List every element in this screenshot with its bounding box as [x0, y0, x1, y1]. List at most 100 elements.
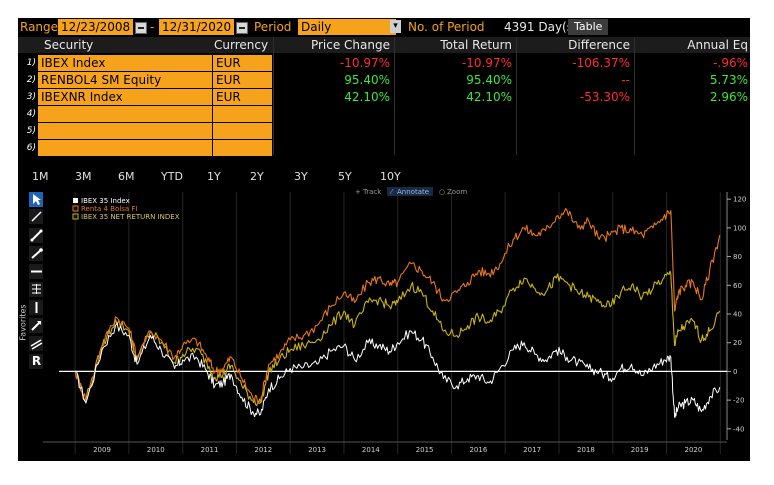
series-line-ibex-35-index [75, 322, 721, 418]
horizontal-line-icon[interactable] [29, 264, 44, 279]
x-tick-label: 2019 [631, 446, 649, 454]
annual-eq-value: 2.96% [709, 90, 748, 104]
chart-background [43, 186, 749, 459]
price-change-value: 42.10% [344, 90, 390, 104]
vertical-line-icon[interactable] [29, 300, 44, 315]
annotate-icon[interactable]: ⁄ [389, 188, 394, 196]
col-difference[interactable]: Difference [568, 38, 630, 52]
text-tool-icon[interactable]: R [29, 354, 44, 369]
annual-eq-value: -.96% [713, 56, 748, 70]
x-tick-label: 2014 [362, 446, 380, 454]
favorites-label[interactable]: Favorites [18, 304, 28, 341]
difference-value: -- [621, 73, 630, 87]
x-tick-label: 2011 [201, 446, 219, 454]
trendline-tool-icon[interactable] [29, 228, 44, 243]
security-field[interactable]: IBEXNR Index [38, 89, 212, 105]
total-return-value: -10.97% [461, 56, 512, 70]
x-tick-label: 2012 [254, 446, 272, 454]
period-10y-button[interactable]: 10Y [380, 170, 401, 183]
x-tick-label: 2016 [469, 446, 487, 454]
period-3m-button[interactable]: 3M [75, 170, 92, 183]
currency-field[interactable]: EUR [213, 89, 272, 105]
total-return-value: 95.40% [466, 73, 512, 87]
table-button[interactable]: Table [568, 19, 609, 35]
period-1m-button[interactable]: 1M [32, 170, 49, 183]
annotate-label[interactable]: Annotate [397, 188, 429, 196]
currency-field[interactable]: EUR [213, 55, 272, 71]
currency-field[interactable] [213, 140, 272, 156]
security-field[interactable]: IBEX Index [38, 55, 212, 71]
security-field[interactable] [38, 140, 212, 156]
col-currency[interactable]: Currency [214, 38, 269, 52]
x-tick-label: 2010 [147, 446, 165, 454]
currency-field[interactable] [213, 106, 272, 122]
track-label[interactable]: Track [362, 188, 382, 196]
performance-chart[interactable]: 2009 2010 2011 2012 2013 2014 2015 2016 2017 2018… [43, 186, 749, 459]
end-date-field[interactable]: 12/31/2020 [159, 19, 235, 35]
x-tick-label: 2018 [577, 446, 595, 454]
security-field[interactable] [38, 106, 212, 122]
y-tick-label: 120 [733, 196, 746, 204]
security-field[interactable] [38, 123, 212, 139]
total-return-value: 42.10% [466, 90, 512, 104]
channel-tool-icon[interactable] [29, 336, 44, 351]
security-field[interactable]: RENBOL4 SM Equity [38, 72, 212, 88]
col-divider [273, 37, 274, 155]
col-security[interactable]: Security [44, 38, 94, 52]
ray-tool-icon[interactable] [29, 246, 44, 261]
start-date-field[interactable]: 12/23/2008 [58, 19, 134, 35]
period-label: Period [254, 20, 292, 34]
price-change-value: -10.97% [339, 56, 390, 70]
period-dropdown-icon[interactable]: ▾ [390, 20, 401, 33]
x-tick-label: 2017 [523, 446, 541, 454]
col-divider [516, 37, 517, 155]
period-count-value: 4391 Day(s) [504, 20, 578, 34]
col-divider [394, 37, 395, 155]
period-6m-button[interactable]: 6M [118, 170, 135, 183]
difference-value: -53.30% [579, 90, 630, 104]
track-button[interactable]: + [355, 188, 361, 196]
zoom-label[interactable]: Zoom [447, 188, 467, 196]
chart-grid [43, 192, 728, 454]
period-2y-button[interactable]: 2Y [250, 170, 264, 183]
period-select[interactable]: Daily [298, 19, 396, 35]
pointer-tool-icon[interactable] [29, 192, 44, 207]
col-annual-eq[interactable]: Annual Eq [687, 38, 748, 52]
zoom-icon[interactable]: ○ [439, 188, 445, 196]
start-calendar-icon[interactable] [135, 22, 147, 34]
legend-ibexnr: IBEX 35 NET RETURN INDEX [81, 213, 180, 221]
x-tick-label: 2015 [416, 446, 434, 454]
series-line-renta-4-bolsa-fi [74, 208, 721, 405]
arrow-tool-icon[interactable] [29, 318, 44, 333]
period-3y-button[interactable]: 3Y [294, 170, 308, 183]
col-total-return[interactable]: Total Return [440, 38, 512, 52]
y-tick-label: -20 [733, 397, 744, 405]
y-tick-label: 100 [733, 224, 746, 232]
price-change-value: 95.40% [344, 73, 390, 87]
chart-legend: IBEX 35 Index Renta 4 Bolsa FI IBEX 35 N… [72, 197, 180, 221]
chart-series [74, 208, 721, 418]
chart-tools: + Track ⁄ Annotate ○ Zoom [355, 187, 467, 196]
y-tick-label: -40 [733, 425, 744, 433]
line-tool-icon[interactable] [29, 209, 44, 224]
row-number: 4) [26, 109, 36, 119]
y-tick-label: 0 [733, 368, 737, 376]
col-divider [634, 37, 635, 155]
period-5y-button[interactable]: 5Y [338, 170, 352, 183]
range-dash: - [150, 20, 155, 34]
legend-swatch-ibex [73, 198, 78, 203]
currency-field[interactable] [213, 123, 272, 139]
end-calendar-icon[interactable] [236, 22, 248, 34]
legend-swatch-renta4 [72, 205, 79, 212]
row-number: 1) [26, 58, 36, 68]
row-number: 2) [26, 75, 36, 85]
period-1y-button[interactable]: 1Y [207, 170, 221, 183]
col-price-change[interactable]: Price Change [310, 38, 390, 52]
period-ytd-button[interactable]: YTD [161, 170, 183, 183]
y-tick-label: 40 [733, 311, 742, 319]
difference-value: -106.37% [572, 56, 630, 70]
x-tick-label: 2013 [308, 446, 326, 454]
fibonacci-tool-icon[interactable] [29, 282, 44, 297]
currency-field[interactable]: EUR [213, 72, 272, 88]
row-number: 5) [26, 126, 36, 136]
